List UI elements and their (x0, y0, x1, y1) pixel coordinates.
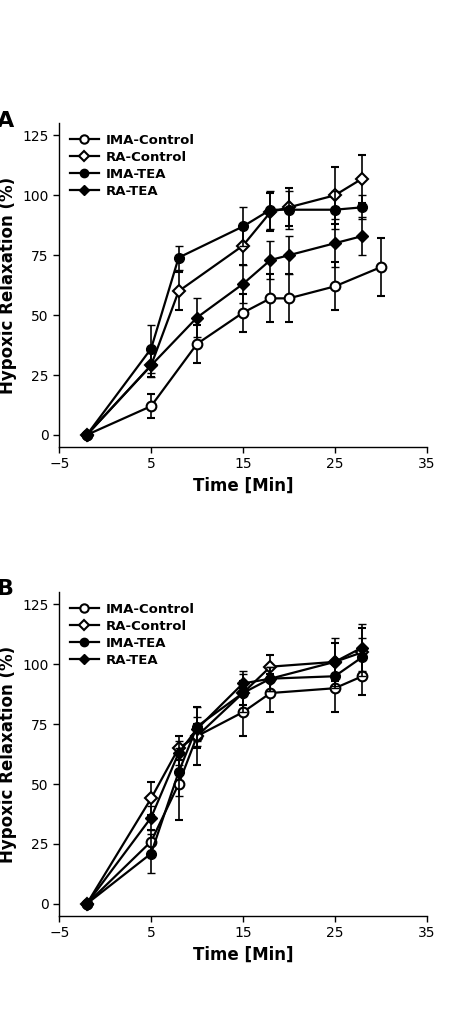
Text: A: A (0, 110, 14, 131)
Text: B: B (0, 579, 14, 600)
Legend: IMA-Control, RA-Control, IMA-TEA, RA-TEA: IMA-Control, RA-Control, IMA-TEA, RA-TEA (66, 130, 199, 202)
Y-axis label: Hypoxic Relaxation (%): Hypoxic Relaxation (%) (0, 177, 17, 394)
X-axis label: Time [Min]: Time [Min] (192, 946, 293, 964)
Legend: IMA-Control, RA-Control, IMA-TEA, RA-TEA: IMA-Control, RA-Control, IMA-TEA, RA-TEA (66, 599, 199, 671)
X-axis label: Time [Min]: Time [Min] (192, 476, 293, 495)
Y-axis label: Hypoxic Relaxation (%): Hypoxic Relaxation (%) (0, 645, 17, 862)
